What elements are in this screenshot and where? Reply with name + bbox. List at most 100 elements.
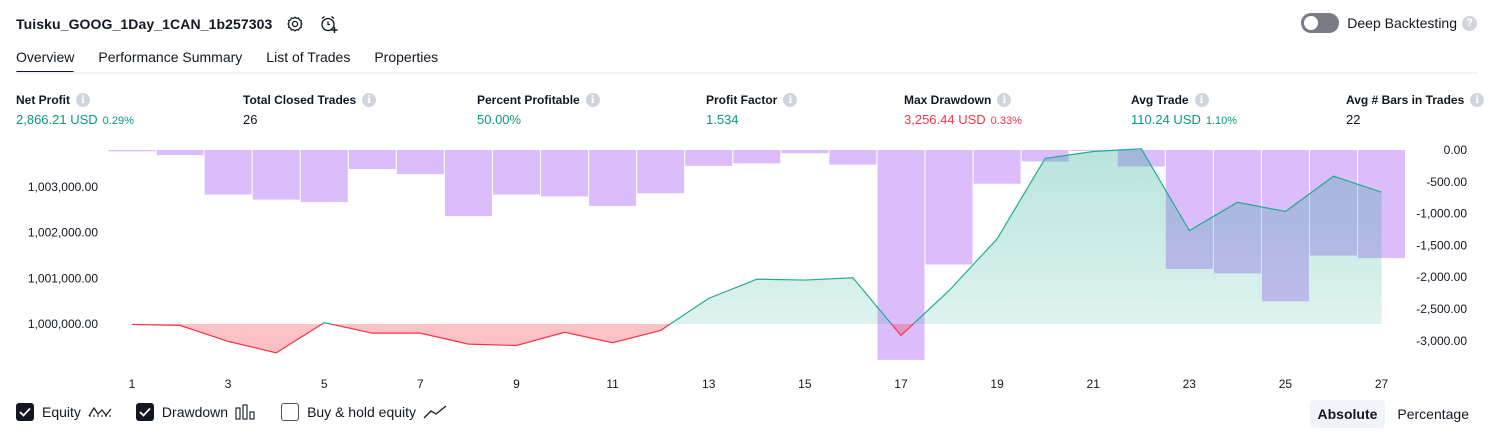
mode-absolute[interactable]: Absolute: [1309, 400, 1386, 428]
metric-avg-bars-in-trades: Avg # Bars in Trades i 22: [1346, 93, 1485, 127]
info-icon[interactable]: i: [1470, 93, 1485, 107]
drawdown-bar: [108, 150, 156, 152]
drawdown-bar: [1021, 150, 1069, 162]
x-axis-tick-label: 27: [1375, 377, 1389, 391]
x-axis-tick-label: 13: [702, 377, 716, 391]
drawdown-bar: [204, 150, 252, 195]
left-axis: 1,003,000.00 1,002,000.00 1,001,000.00 1,00…: [28, 180, 98, 331]
metric-label: Max Drawdown: [904, 93, 992, 107]
x-axis-tick-label: 21: [1087, 377, 1101, 391]
metric-net-profit: Net Profit i 2,866.21 USD 0.29%: [16, 93, 134, 127]
equity-line-loss: [131, 324, 915, 354]
bar-chart-icon: [235, 404, 257, 420]
info-icon[interactable]: i: [997, 93, 1012, 107]
legend-equity[interactable]: Equity: [16, 403, 112, 421]
mode-percentage[interactable]: Percentage: [1397, 406, 1469, 422]
x-axis-tick-label: 3: [225, 377, 232, 391]
legend-label: Equity: [42, 404, 81, 420]
metric-label: Avg # Bars in Trades: [1346, 93, 1465, 107]
info-icon[interactable]: i: [362, 93, 377, 107]
right-axis: 0.00 -500.00 -1,000.00 -1,500.00 -2,000.00 -2…: [1416, 143, 1467, 348]
drawdown-bar: [973, 150, 1021, 184]
info-icon[interactable]: i: [585, 93, 600, 107]
metric-value: 1.534: [706, 112, 739, 127]
metric-label: Percent Profitable: [477, 93, 580, 107]
metric-percent-profitable: Percent Profitable i 50.00%: [477, 93, 600, 127]
metric-total-closed-trades: Total Closed Trades i 26: [243, 93, 377, 127]
left-axis-tick-label: 1,000,000.00: [28, 317, 98, 331]
x-axis-tick-label: 7: [417, 377, 424, 391]
equity-drawdown-chart[interactable]: 1,003,000.00 1,002,000.00 1,001,000.00 1,00…: [0, 140, 1494, 395]
strategy-name: Tuisku_GOOG_1Day_1CAN_1b257303: [16, 16, 273, 32]
x-axis-tick-label: 23: [1183, 377, 1197, 391]
metric-percent: 0.29%: [102, 115, 134, 127]
equity-line: [131, 148, 1382, 354]
legend-label: Buy & hold equity: [307, 404, 417, 420]
legend-drawdown[interactable]: Drawdown: [135, 403, 257, 421]
metric-label: Net Profit: [16, 93, 70, 107]
drawdown-bar: [348, 150, 396, 170]
equity-checkbox[interactable]: [16, 403, 34, 421]
x-axis-tick-label: 11: [606, 377, 619, 391]
equity-area-profit: [132, 148, 1382, 324]
equity-line-profit: [132, 148, 1382, 324]
tabs-divider: [16, 72, 1478, 74]
right-axis-tick-label: -500.00: [1426, 175, 1467, 189]
x-axis-tick-label: 9: [513, 377, 520, 391]
tab-list-of-trades[interactable]: List of Trades: [266, 49, 351, 65]
add-alarm-icon[interactable]: [318, 13, 340, 35]
metric-value: 22: [1346, 112, 1361, 127]
drawdown-bar: [589, 150, 637, 206]
metric-value: 50.00%: [477, 112, 522, 127]
legend-label: Drawdown: [161, 404, 229, 420]
legend-buy-hold[interactable]: Buy & hold equity: [281, 403, 447, 421]
tab-performance-summary[interactable]: Performance Summary: [98, 49, 243, 65]
x-axis-tick-label: 17: [894, 377, 908, 391]
gear-icon[interactable]: [284, 13, 306, 35]
equity-area-loss: [132, 324, 1382, 353]
toggle-knob: [1304, 16, 1319, 30]
drawdown-bar: [492, 150, 540, 195]
x-axis: 1 3 5 7 9 11 13 15 17 19 21 23 25 27: [129, 377, 1389, 391]
drawdown-bar: [156, 150, 204, 156]
info-icon[interactable]: i: [783, 93, 798, 107]
left-axis-tick-label: 1,002,000.00: [28, 226, 98, 240]
chart-legend: Equity Drawdown Buy & hold equity: [16, 403, 471, 421]
tab-overview[interactable]: Overview: [16, 44, 75, 74]
drawdown-bar: [541, 150, 589, 197]
equity-area: [132, 148, 1382, 353]
report-tabs: Overview Performance Summary List of Tra…: [16, 44, 462, 74]
help-icon[interactable]: ?: [1462, 15, 1477, 31]
left-axis-tick-label: 1,003,000.00: [28, 180, 98, 194]
line-chart-icon: [88, 404, 112, 420]
drawdown-bar: [637, 150, 685, 194]
metric-value: 110.24 USD: [1131, 112, 1201, 127]
metric-max-drawdown: Max Drawdown i 3,256.44 USD 0.33%: [904, 93, 1022, 127]
metric-label: Avg Trade: [1131, 93, 1189, 107]
metric-label: Profit Factor: [706, 93, 778, 107]
metric-percent: 1.10%: [1205, 115, 1238, 127]
metric-percent: 0.33%: [990, 115, 1022, 127]
metric-profit-factor: Profit Factor i 1.534: [706, 93, 798, 127]
tab-properties[interactable]: Properties: [374, 49, 439, 65]
trend-line-icon: [423, 404, 447, 420]
right-axis-tick-label: -1,000.00: [1416, 207, 1467, 221]
drawdown-checkbox[interactable]: [135, 403, 154, 421]
deep-backtesting-toggle[interactable]: [1301, 13, 1340, 33]
info-icon[interactable]: i: [76, 93, 90, 107]
buy-hold-checkbox[interactable]: [281, 403, 300, 421]
metric-value: 3,256.44 USD: [904, 112, 986, 127]
x-axis-tick-label: 15: [798, 377, 812, 391]
metric-label: Total Closed Trades: [243, 93, 357, 107]
drawdown-bar: [781, 150, 829, 154]
deep-backtesting: Deep Backtesting ?: [1301, 13, 1477, 33]
metric-value: 2,866.21 USD: [16, 112, 98, 127]
drawdown-bar: [252, 150, 300, 200]
x-axis-tick-label: 1: [129, 377, 136, 391]
info-icon[interactable]: i: [1194, 93, 1209, 107]
x-axis-tick-label: 5: [321, 377, 328, 391]
metric-avg-trade: Avg Trade i 110.24 USD 1.10%: [1131, 93, 1237, 127]
left-axis-tick-label: 1,001,000.00: [28, 271, 98, 285]
drawdown-bar: [300, 150, 348, 203]
metric-value: 26: [243, 112, 258, 127]
